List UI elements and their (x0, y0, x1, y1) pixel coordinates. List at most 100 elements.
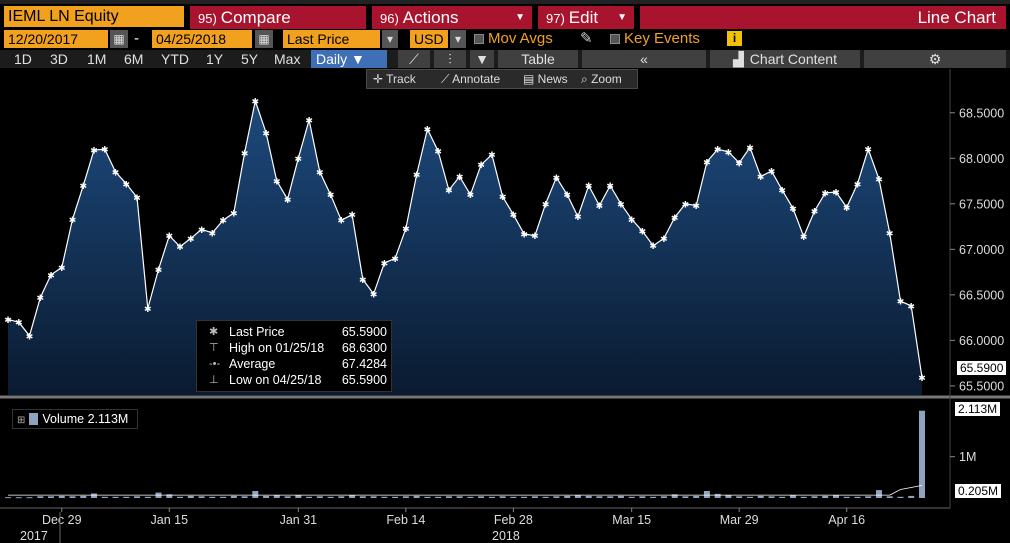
volume-bar (349, 495, 356, 498)
period-1m[interactable]: 1M (87, 51, 107, 67)
field-select[interactable]: Last Price (283, 30, 380, 48)
price-point: ✱ (467, 191, 475, 201)
price-point: ✱ (918, 374, 926, 384)
frequency-select[interactable]: Daily ▼ (311, 50, 387, 68)
period-1d[interactable]: 1D (14, 51, 32, 67)
chart-content-button[interactable]: ▟ Chart Content (710, 50, 860, 68)
period-3d[interactable]: 3D (50, 51, 68, 67)
volume-bar (682, 496, 689, 498)
table-button[interactable]: Table (498, 50, 578, 68)
volume-bar (187, 495, 194, 498)
track-tool[interactable]: ✛ Track (373, 70, 416, 88)
price-point: ✱ (746, 144, 754, 154)
volume-bar (295, 495, 302, 498)
volume-bar (639, 496, 646, 498)
volume-bar (628, 496, 635, 498)
price-point: ✱ (596, 202, 604, 212)
x-axis-year: 2017 (20, 529, 48, 543)
volume-bar (402, 496, 409, 498)
price-point: ✱ (209, 229, 217, 239)
crosshair-icon: ✛ (373, 72, 387, 86)
bar-style-icon[interactable]: ⫶ (434, 50, 466, 68)
chart-type-label: Line Chart (917, 8, 996, 27)
volume-bar (714, 493, 721, 498)
annotate-icon: ⟋ (441, 72, 453, 86)
volume-bar (757, 495, 764, 498)
currency-select[interactable]: USD (410, 30, 448, 48)
volume-bar (607, 496, 614, 498)
price-point: ✱ (381, 260, 389, 270)
price-point: ✱ (499, 193, 507, 203)
volume-bar (650, 496, 657, 498)
key-events-toggle[interactable]: Key Events (610, 30, 735, 48)
end-date-field[interactable]: 04/25/2018 (152, 30, 252, 48)
price-point: ✱ (864, 146, 872, 156)
chart-content-icon: ▟ (733, 51, 744, 67)
zoom-tool[interactable]: ⌕ Zoom (581, 70, 622, 88)
price-point: ✱ (692, 202, 700, 212)
volume-bar (435, 496, 442, 498)
x-axis-label: Jan 15 (151, 513, 189, 527)
edit-button[interactable]: 97) Edit ▼ (538, 6, 634, 29)
average-marker-icon: -•- (209, 358, 221, 370)
legend-value: 65.5900 (341, 373, 387, 387)
price-point: ✱ (789, 205, 797, 215)
news-tool[interactable]: ▤ News (523, 70, 568, 88)
price-point: ✱ (327, 191, 335, 201)
period-1y[interactable]: 1Y (206, 51, 224, 67)
annotate-label: Annotate (452, 72, 501, 86)
chevron-down-icon[interactable]: ▼ (470, 50, 494, 68)
volume-bar (811, 496, 818, 498)
volume-bar (134, 496, 140, 498)
collapse-icon[interactable]: « (582, 50, 706, 68)
volume-bar (58, 495, 65, 498)
calendar-icon[interactable]: ▦ (255, 30, 273, 48)
volume-bar (542, 496, 549, 498)
period-ytd[interactable]: YTD (161, 51, 189, 67)
price-point: ✱ (531, 232, 539, 242)
price-point: ✱ (316, 168, 324, 178)
actions-button[interactable]: 96) Actions ▼ (372, 6, 532, 29)
volume-legend[interactable]: ⊞ Volume 2.113M (12, 409, 138, 429)
low-marker-icon: ⊥ (209, 374, 219, 386)
x-axis-label: Apr 16 (828, 513, 865, 527)
track-label: Track (386, 72, 416, 86)
volume-bar (209, 496, 216, 498)
chevron-down-icon[interactable]: ▾ (382, 30, 398, 48)
volume-bar (779, 496, 786, 498)
chart-canvas[interactable]: ✱ ✱✱✱✱✱✱✱✱ ✱✱✱✱✱✱✱✱✱✱ ✱✱✱✱✱✱✱✱✱✱✱✱✱✱✱✱✱ ✱✱✱✱… (0, 69, 1010, 543)
ticker-field[interactable]: IEML LN Equity (4, 6, 184, 27)
gear-icon[interactable]: ⚙ (864, 50, 1006, 68)
period-max[interactable]: Max (274, 51, 301, 67)
volume-bar (671, 494, 678, 498)
legend-label: Average (229, 357, 276, 371)
price-point: ✱ (843, 204, 851, 214)
price-point: ✱ (542, 200, 550, 210)
volume-bar (37, 496, 44, 498)
volume-bar (478, 496, 485, 498)
period-5y[interactable]: 5Y (241, 51, 259, 67)
info-icon[interactable]: i (727, 31, 742, 46)
price-axis-label: 67.5000 (959, 197, 1004, 211)
price-point: ✱ (198, 226, 206, 236)
volume-bar (596, 496, 603, 498)
volume-bar (284, 496, 291, 498)
actions-num: 96) (380, 11, 399, 26)
calendar-icon[interactable]: ▦ (110, 30, 128, 48)
price-legend[interactable]: ✱ Last Price 65.5900 ⊤ High on 01/25/18 … (196, 320, 392, 392)
price-point: ✱ (897, 298, 905, 308)
mov-avgs-label: Mov Avgs (488, 30, 553, 47)
compare-button[interactable]: 95) Compare (190, 6, 366, 29)
price-point: ✱ (628, 216, 636, 226)
price-point: ✱ (671, 214, 679, 224)
pencil-icon[interactable]: ✎ (580, 30, 593, 47)
annotate-tool[interactable]: ⟋ Annotate (441, 70, 500, 88)
price-point: ✱ (617, 200, 625, 210)
volume-bar (166, 494, 173, 498)
period-6m[interactable]: 6M (124, 51, 144, 67)
start-date-field[interactable]: 12/20/2017 (4, 30, 108, 48)
chevron-down-icon[interactable]: ▾ (450, 30, 466, 48)
mov-avgs-toggle[interactable]: Mov Avgs (474, 30, 600, 48)
line-style-icon[interactable]: ⟋ (398, 50, 430, 68)
price-point: ✱ (907, 302, 915, 312)
